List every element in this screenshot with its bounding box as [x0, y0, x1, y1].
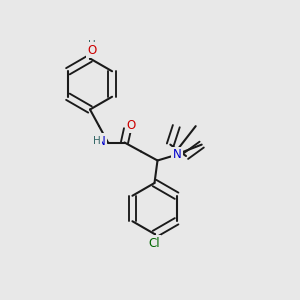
- Text: N: N: [97, 134, 106, 148]
- Text: N: N: [172, 148, 182, 161]
- Text: H: H: [93, 136, 101, 146]
- Text: O: O: [127, 119, 136, 132]
- Text: H: H: [88, 40, 95, 50]
- Text: O: O: [87, 44, 96, 57]
- Text: Cl: Cl: [149, 236, 160, 250]
